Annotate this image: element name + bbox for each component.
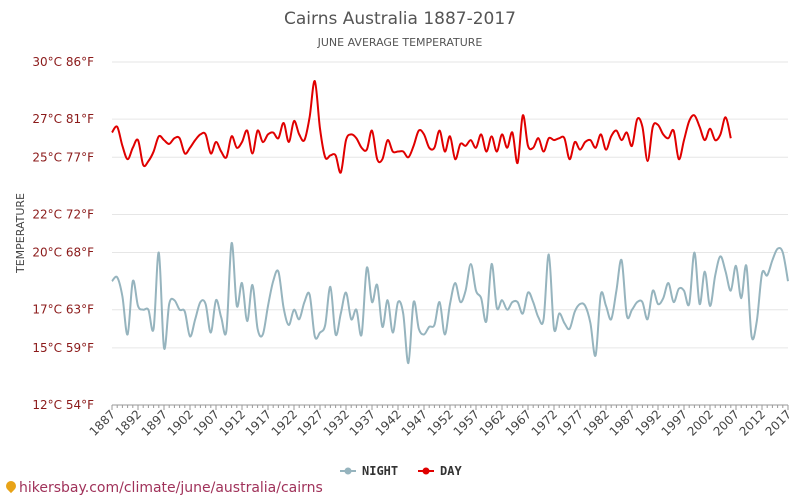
series-line-night: [111, 242, 789, 365]
y-axis-label: TEMPERATURE: [14, 193, 27, 274]
x-tick-label: 1967: [503, 407, 534, 438]
chart-subtitle: JUNE AVERAGE TEMPERATURE: [317, 36, 483, 49]
x-tick-label: 1992: [633, 407, 664, 438]
x-tick-label: 2007: [711, 407, 742, 438]
series-line-day: [111, 80, 732, 174]
x-tick-label: 1962: [477, 407, 508, 438]
legend-label: NIGHT: [362, 464, 398, 478]
x-tick-label: 1927: [295, 407, 326, 438]
x-axis: 1887189218971902190719121917192219271932…: [87, 404, 794, 439]
y-tick-label: 22°C 72°F: [32, 207, 94, 221]
source-footer[interactable]: hikersbay.com/climate/june/australia/cai…: [3, 478, 323, 496]
y-tick-label: 30°C 86°F: [32, 55, 94, 69]
y-tick-label: 17°C 63°F: [32, 303, 94, 317]
x-tick-label: 1952: [425, 407, 456, 438]
x-tick-label: 1917: [243, 407, 274, 438]
source-url: hikersbay.com/climate/june/australia/cai…: [19, 480, 323, 496]
y-tick-label: 12°C 54°F: [32, 398, 94, 412]
x-tick-label: 1987: [607, 407, 638, 438]
x-tick-label: 1912: [217, 407, 248, 438]
x-tick-label: 1932: [321, 407, 352, 438]
y-tick-label: 25°C 77°F: [32, 150, 94, 164]
x-tick-label: 1947: [399, 407, 430, 438]
legend-item-day[interactable]: DAY: [418, 464, 462, 478]
x-tick-label: 1902: [165, 407, 196, 438]
chart-title: Cairns Australia 1887-2017: [284, 9, 516, 29]
legend-swatch-marker: [344, 467, 352, 475]
legend-label: DAY: [440, 464, 462, 478]
x-tick-label: 2002: [685, 407, 716, 438]
x-tick-label: 1937: [347, 407, 378, 438]
map-pin-icon: [3, 478, 19, 494]
x-tick-label: 1977: [555, 407, 586, 438]
x-tick-label: 1922: [269, 407, 300, 438]
x-tick-label: 1892: [113, 407, 144, 438]
x-tick-label: 1907: [191, 407, 222, 438]
x-tick-label: 1957: [451, 407, 482, 438]
grid-lines: [112, 61, 788, 406]
x-tick-label: 2012: [737, 407, 768, 438]
y-tick-label: 20°C 68°F: [32, 246, 94, 260]
legend-item-night[interactable]: NIGHT: [340, 464, 398, 478]
x-tick-label: 2017: [763, 407, 794, 438]
y-tick-label: 27°C 81°F: [32, 112, 94, 126]
legend-swatch-marker: [422, 467, 430, 475]
x-tick-label: 1997: [659, 407, 690, 438]
legend: NIGHT DAY: [340, 464, 462, 478]
x-tick-label: 1972: [529, 407, 560, 438]
series-lines: [111, 80, 789, 365]
x-tick-label: 1897: [139, 407, 170, 438]
y-tick-labels: 12°C 54°F 15°C 59°F 17°C 63°F 20°C 68°F 22°C…: [32, 55, 94, 412]
y-tick-label: 15°C 59°F: [32, 341, 94, 355]
x-tick-label: 1982: [581, 407, 612, 438]
x-tick-label: 1942: [373, 407, 404, 438]
